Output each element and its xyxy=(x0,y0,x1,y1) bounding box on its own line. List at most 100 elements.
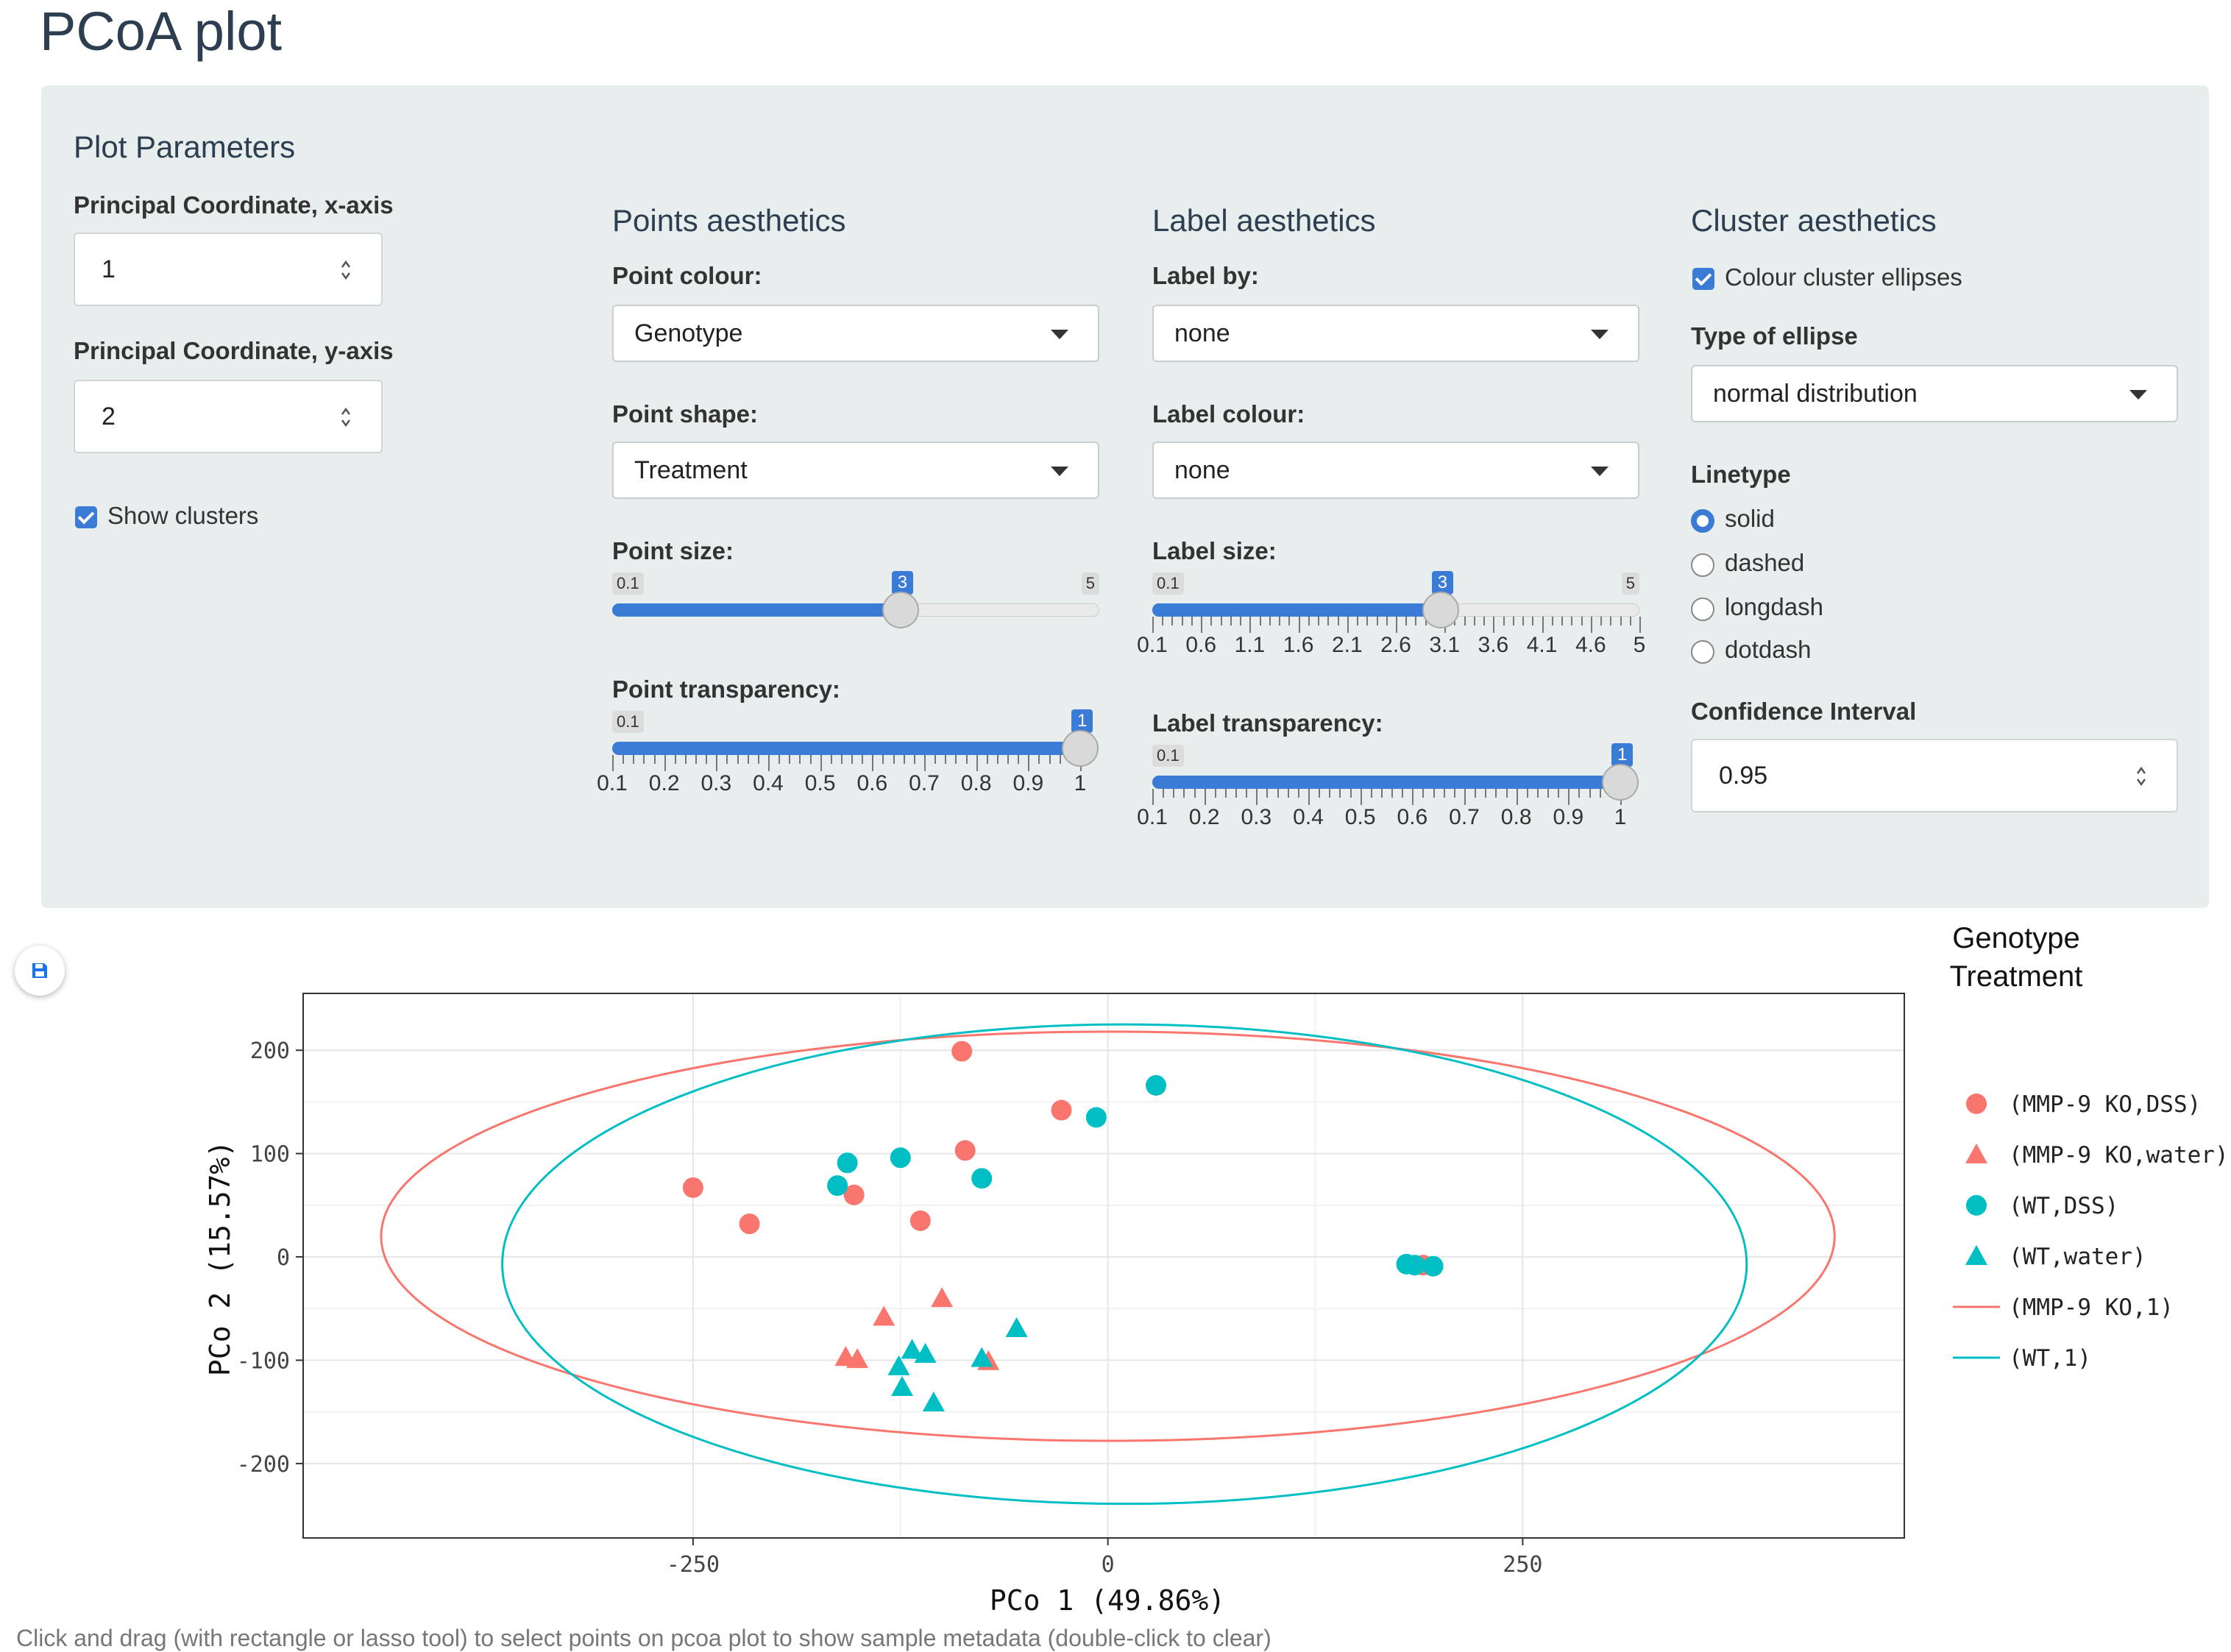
cluster-aesthetics-heading: Cluster aesthetics xyxy=(1691,203,1937,238)
slider-tick-label: 2.6 xyxy=(1380,633,1411,657)
slider-handle[interactable] xyxy=(1062,730,1099,767)
data-point[interactable] xyxy=(1146,1074,1167,1096)
ellipse-type-select[interactable]: normal distribution xyxy=(1691,365,2178,422)
slider-tick xyxy=(1249,617,1252,633)
slider-tick-label: 0.9 xyxy=(1012,771,1044,795)
label-transparency-slider[interactable]: 0.1 1 0.1 0.2 0.3 0.4 0.5 0.6 0.7 0.8 0.9 1 xyxy=(1137,743,1639,848)
slider-tick xyxy=(1516,789,1518,805)
show-clusters-label: Show clusters xyxy=(107,502,259,529)
slider-tick xyxy=(1007,755,1010,764)
linetype-dashed-radio[interactable] xyxy=(1691,553,1714,577)
slider-tick xyxy=(768,755,770,771)
linetype-label: Linetype xyxy=(1691,461,1791,488)
spinner-icon[interactable] xyxy=(340,258,352,283)
legend-label[interactable]: (WT,1) xyxy=(2009,1345,2091,1372)
data-point[interactable] xyxy=(887,1355,910,1375)
point-shape-select[interactable]: Treatment xyxy=(612,442,1099,499)
data-point[interactable] xyxy=(1051,1099,1072,1121)
spinner-icon[interactable] xyxy=(2135,764,2147,789)
confidence-interval-input[interactable]: 0.95 xyxy=(1691,739,2178,812)
label-transparency-label: Label transparency: xyxy=(1152,709,1383,737)
label-colour-select[interactable]: none xyxy=(1152,442,1639,499)
slider-tick xyxy=(1370,789,1372,798)
data-point[interactable] xyxy=(951,1041,973,1062)
linetype-dotdash-radio[interactable] xyxy=(1691,640,1714,664)
data-point[interactable] xyxy=(954,1140,976,1161)
data-point[interactable] xyxy=(739,1213,760,1235)
linetype-longdash-radio[interactable] xyxy=(1691,598,1714,621)
data-point[interactable] xyxy=(682,1177,703,1198)
data-point[interactable] xyxy=(891,1375,914,1396)
slider-tick xyxy=(1493,617,1495,633)
data-point[interactable] xyxy=(837,1152,858,1174)
data-point[interactable] xyxy=(890,1147,911,1169)
slider-tick xyxy=(1405,617,1408,625)
show-clusters-checkbox[interactable] xyxy=(75,506,97,528)
slider-tick xyxy=(1600,617,1603,625)
plot-area[interactable] xyxy=(303,993,1904,1538)
slider-tick xyxy=(1391,789,1394,798)
data-point[interactable] xyxy=(1422,1255,1444,1277)
y-axis-value: 2 xyxy=(102,403,116,430)
slider-tick-label: 0.2 xyxy=(648,771,680,795)
slider-tick-label: 1 xyxy=(1074,771,1087,795)
slider-tick xyxy=(872,755,874,771)
slider-tick xyxy=(726,755,728,764)
linetype-dotdash-label: dotdash xyxy=(1725,636,1812,663)
save-plot-button[interactable] xyxy=(15,946,65,996)
data-point[interactable] xyxy=(1005,1316,1028,1337)
slider-value-label: 3 xyxy=(891,571,914,595)
slider-tick xyxy=(1366,617,1369,625)
data-point[interactable] xyxy=(971,1347,993,1367)
slider-tick xyxy=(1266,789,1269,798)
data-point[interactable] xyxy=(846,1348,869,1369)
slider-tick xyxy=(1551,617,1553,625)
point-colour-select[interactable]: Genotype xyxy=(612,305,1099,362)
slider-tick xyxy=(1152,789,1154,805)
legend-label[interactable]: (MMP-9 KO,1) xyxy=(2009,1294,2174,1321)
slider-tick xyxy=(1240,617,1242,625)
data-point[interactable] xyxy=(843,1184,865,1205)
slider-tick xyxy=(1503,617,1505,625)
data-point[interactable] xyxy=(922,1392,945,1412)
slider-tick xyxy=(1443,789,1445,798)
y-axis-title: PCo 2 (15.57%) xyxy=(204,1141,236,1376)
legend-label[interactable]: (MMP-9 KO,DSS) xyxy=(2009,1091,2201,1118)
point-transparency-slider[interactable]: 0.1 1 0.1 0.2 0.3 0.4 0.5 0.6 0.7 0.8 0.9 1 xyxy=(597,709,1099,814)
slider-tick xyxy=(1220,617,1222,625)
slider-tick xyxy=(1571,617,1573,625)
slider-tick xyxy=(1259,617,1261,625)
slider-handle[interactable] xyxy=(882,592,919,628)
linetype-solid-radio[interactable] xyxy=(1691,509,1714,533)
data-point[interactable] xyxy=(931,1287,954,1308)
x-axis-input[interactable]: 1 xyxy=(74,233,383,306)
slider-tick xyxy=(1246,789,1248,798)
linetype-solid-label: solid xyxy=(1725,505,1775,532)
label-by-select[interactable]: none xyxy=(1152,305,1639,362)
pcoa-plot[interactable]: Genotype Treatment PCo 1 (49.86%) PCo 2 … xyxy=(0,927,2231,1619)
slider-tick xyxy=(1162,617,1164,625)
slider-handle[interactable] xyxy=(1422,592,1459,628)
slider-tick xyxy=(1629,617,1631,625)
point-size-slider[interactable]: 0.1 5 3 xyxy=(612,571,1099,639)
slider-tick xyxy=(976,755,978,771)
colour-cluster-ellipses-checkbox[interactable] xyxy=(1692,268,1714,290)
data-point[interactable] xyxy=(1085,1107,1107,1128)
data-point[interactable] xyxy=(873,1305,895,1326)
data-point[interactable] xyxy=(914,1343,937,1364)
data-point[interactable] xyxy=(827,1175,848,1197)
data-point[interactable] xyxy=(901,1339,923,1359)
legend-label[interactable]: (WT,DSS) xyxy=(2009,1193,2118,1219)
legend-label[interactable]: (MMP-9 KO,water) xyxy=(2009,1142,2229,1169)
legend-label[interactable]: (WT,water) xyxy=(2009,1244,2146,1270)
spinner-icon[interactable] xyxy=(340,405,352,430)
y-axis-input[interactable]: 2 xyxy=(74,380,383,453)
slider-tick xyxy=(882,755,884,764)
label-size-slider[interactable]: 0.1 5 3 0.1 0.6 1.1 1.6 2.1 2.6 3.1 3.6 4.1 4.6 5 xyxy=(1137,571,1645,676)
data-point[interactable] xyxy=(1404,1255,1425,1276)
slider-tick xyxy=(1269,617,1271,625)
slider-tick xyxy=(830,755,832,764)
slider-handle[interactable] xyxy=(1602,764,1639,801)
data-point[interactable] xyxy=(971,1168,993,1189)
data-point[interactable] xyxy=(909,1210,931,1231)
